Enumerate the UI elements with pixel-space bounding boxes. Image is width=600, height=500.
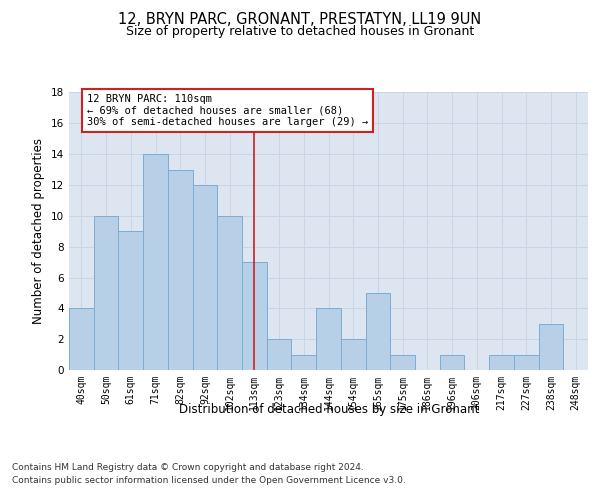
Bar — [539, 324, 563, 370]
Text: Contains public sector information licensed under the Open Government Licence v3: Contains public sector information licen… — [12, 476, 406, 485]
Bar — [94, 216, 118, 370]
Bar — [267, 339, 292, 370]
Bar — [341, 339, 365, 370]
Bar — [168, 170, 193, 370]
Text: Size of property relative to detached houses in Gronant: Size of property relative to detached ho… — [126, 25, 474, 38]
Bar — [118, 231, 143, 370]
Text: Contains HM Land Registry data © Crown copyright and database right 2024.: Contains HM Land Registry data © Crown c… — [12, 462, 364, 471]
Bar — [390, 354, 415, 370]
Text: 12, BRYN PARC, GRONANT, PRESTATYN, LL19 9UN: 12, BRYN PARC, GRONANT, PRESTATYN, LL19 … — [118, 12, 482, 28]
Bar — [143, 154, 168, 370]
Bar — [489, 354, 514, 370]
Bar — [242, 262, 267, 370]
Bar — [316, 308, 341, 370]
Bar — [440, 354, 464, 370]
Bar — [69, 308, 94, 370]
Bar — [193, 185, 217, 370]
Text: 12 BRYN PARC: 110sqm
← 69% of detached houses are smaller (68)
30% of semi-detac: 12 BRYN PARC: 110sqm ← 69% of detached h… — [87, 94, 368, 127]
Text: Distribution of detached houses by size in Gronant: Distribution of detached houses by size … — [179, 402, 479, 415]
Bar — [292, 354, 316, 370]
Y-axis label: Number of detached properties: Number of detached properties — [32, 138, 46, 324]
Bar — [217, 216, 242, 370]
Bar — [365, 293, 390, 370]
Bar — [514, 354, 539, 370]
